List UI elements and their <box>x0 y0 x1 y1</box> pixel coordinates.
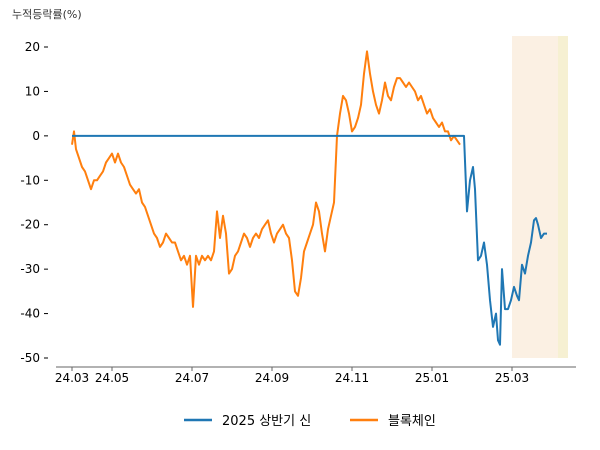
shaded-region-2 <box>558 36 568 358</box>
y-tick-label: -40 <box>20 307 40 321</box>
y-tick-label: -30 <box>20 262 40 276</box>
legend-label-2: 블록체인 <box>388 414 436 429</box>
shaded-regions <box>512 36 568 358</box>
shaded-region-1 <box>512 36 558 358</box>
series-lines <box>71 50 547 346</box>
x-tick-label: 25.01 <box>415 371 449 385</box>
x-tick-label: 24.05 <box>95 371 129 385</box>
y-tick-label: 10 <box>25 84 40 98</box>
y-axis-label: 누적등락률(%) <box>12 8 82 21</box>
series-line-2 <box>71 50 461 308</box>
y-tick-label: -50 <box>20 351 40 365</box>
x-tick-label: 24.03 <box>55 371 89 385</box>
y-tick-label: -10 <box>20 173 40 187</box>
y-tick-label: -20 <box>20 218 40 232</box>
legend-label-1: 2025 상반기 신 <box>222 414 311 429</box>
x-tick-label: 24.07 <box>175 371 209 385</box>
series-line-1 <box>72 134 547 346</box>
legend: 2025 상반기 신 블록체인 <box>184 414 436 429</box>
y-tick-label: 0 <box>32 129 40 143</box>
x-tick-label: 25.03 <box>495 371 529 385</box>
axes: 20 10 0 -10 -20 -30 -40 -50 24.03 24.05 24.07 24.09… <box>20 40 576 385</box>
x-tick-label: 24.09 <box>255 371 289 385</box>
x-tick-label: 24.11 <box>335 371 369 385</box>
y-tick-label: 20 <box>25 40 40 54</box>
